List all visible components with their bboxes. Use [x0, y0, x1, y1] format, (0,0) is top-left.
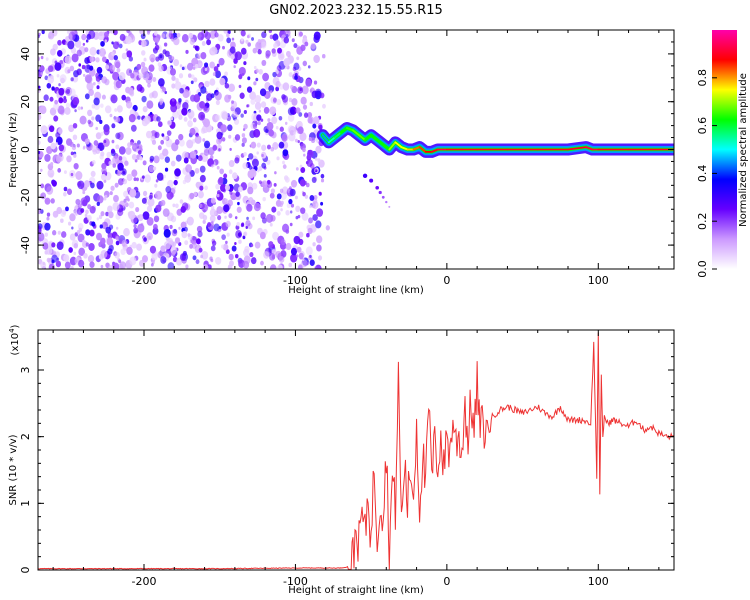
ridge-segment: [346, 127, 354, 132]
spectrogram-y-tick-label: 0: [19, 146, 32, 153]
snr-y-axis-title: SNR (10 * v/v): [8, 434, 19, 505]
secondary-trace-point: [385, 200, 388, 204]
snr-y-tick-label: 2: [19, 433, 32, 440]
snr-x-axis-title: Height of straight line (km): [288, 585, 424, 596]
spectrogram-y-tick-label: 20: [19, 95, 32, 109]
ridge-segment: [321, 134, 330, 144]
ridge-segment: [430, 148, 439, 153]
secondary-trace-point: [369, 178, 374, 183]
ridge-segment: [370, 134, 379, 141]
ridge-segment: [585, 146, 594, 151]
snr-panel: -200 -100 0 100 0 1 2 3 Height of straight line…: [8, 324, 675, 596]
secondary-trace-point: [362, 173, 368, 178]
colorbar-tick-label: 0.2: [696, 212, 709, 230]
ridge-segment: [333, 131, 342, 139]
snr-y-tick-label: 0: [19, 567, 32, 574]
spectrogram-x-tick-label: 0: [443, 274, 450, 287]
snr-x-tick-label: -200: [132, 575, 157, 588]
colorbar-ticks: 0.0 0.2 0.4 0.6 0.8: [696, 69, 717, 278]
snr-series-line: [38, 332, 674, 570]
snr-y-tick-label: 1: [19, 500, 32, 507]
secondary-trace-point: [378, 190, 382, 195]
spectrogram-x-tick-label: -200: [132, 274, 157, 287]
ridge-segment: [412, 146, 421, 151]
colorbar-tick-label: 0.8: [696, 69, 709, 87]
secondary-trace-point: [375, 185, 380, 190]
snr-x-tick-label: 0: [443, 575, 450, 588]
snr-x-tick-label: -100: [283, 575, 308, 588]
figure-title: GN02.2023.232.15.55.R15: [269, 3, 443, 18]
ridge-segment: [352, 129, 360, 137]
ridge-segment: [382, 143, 391, 151]
snr-x-tick-label: 100: [588, 575, 609, 588]
spectrogram-x-tick-label: 100: [588, 274, 609, 287]
spectrogram-x-axis-title: Height of straight line (km): [288, 285, 424, 296]
ridge-segment: [358, 134, 366, 141]
spectrogram-y-tick-label: -40: [19, 236, 32, 254]
spectrogram-noise: [38, 30, 330, 269]
ridge-segment: [400, 146, 409, 151]
snr-axes: -200 -100 0 100 0 1 2 3: [19, 330, 674, 588]
spectrogram-y-axis-title: Frequency (Hz): [8, 112, 19, 188]
colorbar-label: Normalized spectral amplitude: [738, 73, 749, 227]
secondary-trace-point: [388, 205, 391, 208]
ridge-segment: [327, 136, 336, 144]
snr-y-tick-label: 3: [19, 367, 32, 374]
ridge-segment: [388, 141, 397, 151]
colorbar-bar: [712, 30, 737, 269]
snr-y-scale-note: (x104): [8, 324, 21, 355]
colorbar-tick-label: 0.0: [696, 260, 709, 278]
spectrogram-x-tick-label: -100: [283, 274, 308, 287]
secondary-trace-point: [381, 195, 385, 199]
ridge-segment: [567, 146, 588, 151]
ridge-segment: [339, 127, 348, 134]
colorbar-tick-label: 0.6: [696, 117, 709, 135]
spectrogram-plot-area: [38, 30, 674, 269]
ridge-segment: [418, 146, 427, 153]
ridge-segment: [394, 141, 403, 149]
colorbar-tick-label: 0.4: [696, 165, 709, 183]
ridge-segment: [364, 134, 373, 141]
colorbar: 0.0 0.2 0.4 0.6 0.8 Normalized spectral ampl…: [696, 30, 749, 278]
ridge-segment: [376, 139, 385, 146]
spectrogram-secondary-trace: [362, 173, 391, 208]
spectrogram-y-tick-label: 40: [19, 47, 32, 61]
spectrogram-y-tick-label: -20: [19, 188, 32, 206]
snr-plot-area: [38, 332, 674, 570]
spectrogram-ridge: [316, 121, 674, 158]
